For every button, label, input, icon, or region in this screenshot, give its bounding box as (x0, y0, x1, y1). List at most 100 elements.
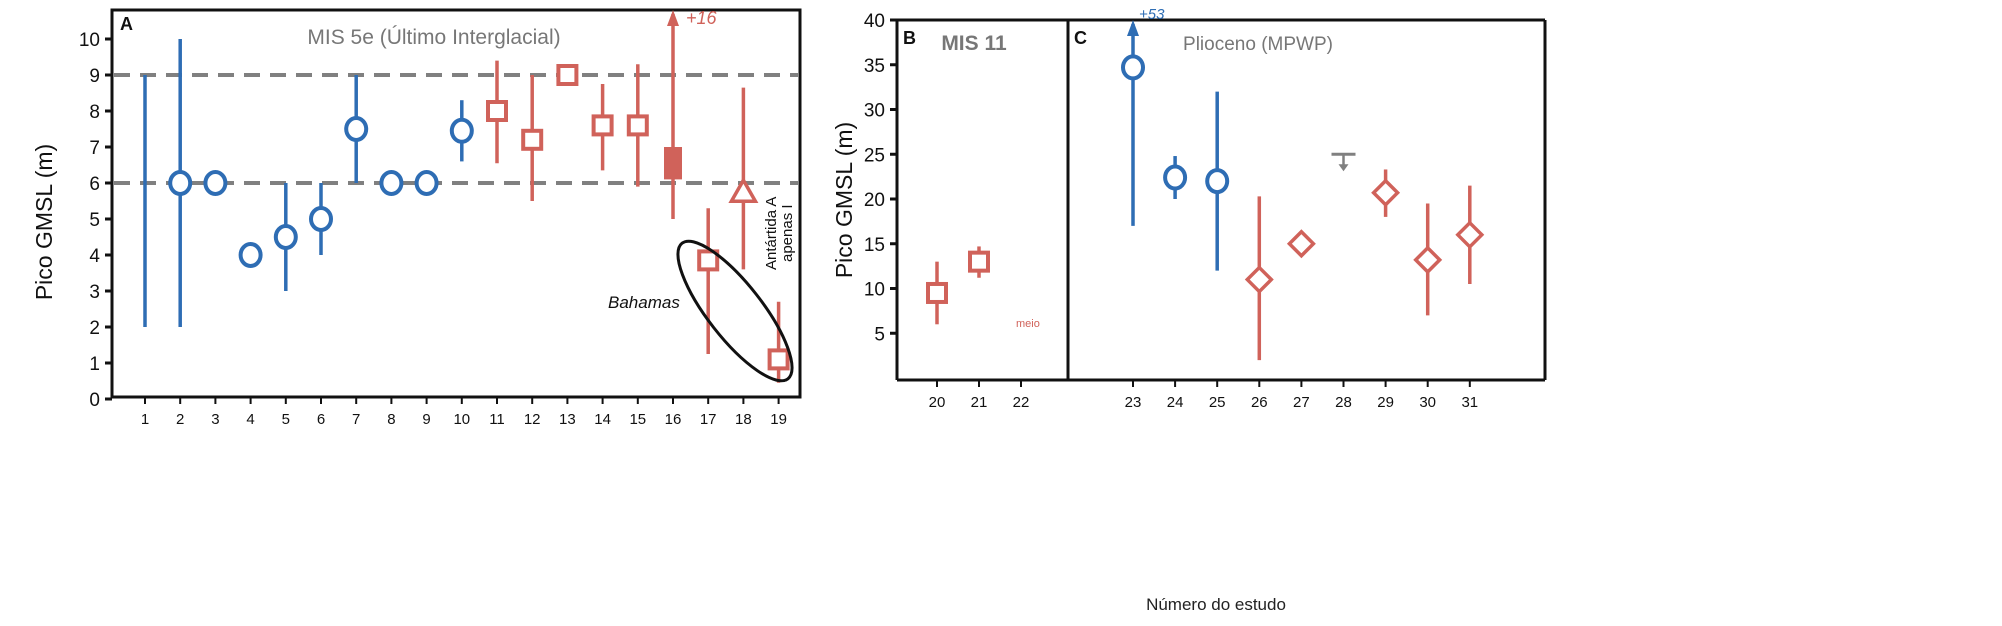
panel-a-circle-marker (273, 224, 298, 250)
panel-a-title: MIS 5e (Último Interglacial) (307, 26, 560, 49)
panel-bc-xtick-label: 25 (1209, 394, 1226, 411)
panel-a-xtick-label: 18 (735, 411, 752, 428)
panel-c-diamond-marker (1413, 245, 1443, 275)
panel-a-circle-marker (203, 170, 228, 196)
panel-a-label: A (120, 14, 133, 34)
panel-a-xtick-label: 16 (665, 411, 682, 428)
panel-a-xtick-label: 11 (489, 411, 505, 428)
panel-a-xtick-label: 2 (176, 411, 184, 428)
panel-a-xtick-label: 7 (352, 411, 360, 428)
panel-c-xlabel: Número do estudo (1146, 595, 1286, 614)
arrow-label-16: +16 (686, 8, 718, 28)
panel-bc-xtick-label: 31 (1461, 394, 1478, 411)
panel-bc-xtick-label: 21 (971, 394, 988, 411)
panel-a-circle-marker (168, 170, 193, 196)
panel-c-arrow-up-marker (1127, 20, 1139, 36)
panel-c-diamond-marker (1244, 265, 1274, 295)
panel-a-arrow-up-marker (667, 10, 679, 26)
panel-a-square-marker (591, 114, 614, 137)
panel-a-ytick-label: 9 (89, 66, 100, 87)
panel-a-ytick-label: 5 (89, 210, 100, 231)
panel-a-square-marker (521, 128, 544, 151)
panel-a-xtick-label: 15 (629, 411, 646, 428)
panel-a-square-marker (697, 249, 720, 272)
panel-b-ylabel: Pico GMSL (m) (831, 122, 857, 278)
antarctic-label-line1: Antártida A (763, 197, 780, 270)
panel-b-title: MIS 11 (941, 32, 1007, 55)
panel-b-square-marker (926, 281, 948, 304)
panel-a-ylabel: Pico GMSL (m) (31, 144, 57, 300)
panel-a-xtick-label: 13 (559, 411, 576, 428)
panel-bc-ytick-label: 25 (864, 145, 885, 166)
panel-bc-xtick-label: 24 (1167, 394, 1184, 411)
panel-a-xtick-label: 17 (700, 411, 717, 428)
panel-c-circle-marker (1205, 168, 1230, 195)
panel-a-xtick-label: 6 (317, 411, 325, 428)
panel-bc-xtick-label: 29 (1377, 394, 1394, 411)
panel-a-ytick-label: 1 (89, 354, 100, 375)
panel-bc-ytick-label: 10 (864, 280, 885, 301)
panel-c-circle-marker (1121, 54, 1145, 81)
panel-bc-xtick-label: 20 (929, 394, 946, 411)
panel-bc-ytick-label: 30 (864, 101, 885, 122)
panel-bc-ytick-label: 40 (864, 11, 885, 32)
panel-bc-xtick-label: 26 (1251, 394, 1268, 411)
panel-bc-ytick-label: 35 (864, 56, 885, 77)
panel-a-ytick-label: 3 (89, 282, 100, 303)
panel-a-triangle-marker (728, 176, 759, 203)
panel-a-circle-marker (449, 117, 474, 144)
panel-a-ytick-label: 7 (89, 138, 100, 159)
panel-a-circle-marker (344, 116, 369, 142)
panel-c-diamond-marker (1455, 220, 1485, 250)
panel-bc-xtick-label: 28 (1335, 394, 1352, 411)
panel-c-diamond-marker (1371, 178, 1401, 208)
bahamas-label: Bahamas (608, 293, 680, 312)
panel-a-xtick-label: 9 (422, 411, 430, 428)
panel-b-label: B (903, 28, 916, 48)
panel-a-circle-marker (414, 170, 439, 196)
panel-a-xtick-label: 8 (387, 411, 395, 428)
panel-a-ytick-label: 8 (89, 102, 100, 123)
panel-a-circle-marker (238, 242, 263, 268)
arrow-label-53: +53 (1139, 6, 1165, 23)
panel-bc-ytick-label: 15 (864, 235, 885, 256)
bahamas-ellipse (676, 239, 794, 383)
panel-bc-xtick-label: 30 (1419, 394, 1436, 411)
panel-c-title: Plioceno (MPWP) (1183, 34, 1333, 55)
panel-a-xtick-label: 10 (453, 411, 470, 428)
panel-a-square-marker (486, 100, 508, 122)
panel-a-circle-marker (309, 206, 333, 232)
panel-bc-xtick-label: 27 (1293, 394, 1310, 411)
meio-note: meio (1016, 318, 1040, 330)
panel-a-square-marker (626, 114, 649, 137)
panel-a-ytick-label: 2 (89, 318, 100, 339)
panel-a-xtick-label: 4 (246, 411, 254, 428)
panel-a-square-marker (556, 64, 579, 86)
panel-a-xtick-label: 12 (524, 411, 541, 428)
panel-a-ytick-label: 10 (79, 30, 100, 51)
panel-c-label: C (1074, 28, 1087, 48)
panel-a-ytick-label: 6 (89, 174, 100, 195)
panel-a-xtick-label: 3 (211, 411, 219, 428)
panel-bc-ytick-label: 5 (874, 324, 885, 345)
panel-a-xtick-label: 14 (594, 411, 611, 428)
panel-c-circle-marker (1163, 164, 1188, 191)
panel-c-diamond-marker (1286, 229, 1316, 259)
panel-bc-ytick-label: 20 (864, 190, 885, 211)
panel-a-square-marker (767, 348, 790, 371)
panel-bc-xtick-label: 23 (1125, 394, 1142, 411)
panel-a-xtick-label: 5 (282, 411, 290, 428)
panel-a-ytick-label: 4 (89, 246, 100, 267)
antarctic-label-line2: apenas I (779, 204, 796, 262)
panel-a-circle-marker (379, 170, 404, 196)
panel-a-frame (110, 8, 802, 399)
panel-a-xtick-label: 1 (141, 411, 149, 428)
panel-a-xtick-label: 19 (770, 411, 787, 428)
panel-bc-xtick-label: 22 (1013, 394, 1030, 411)
panel-a-filled-box-marker (664, 147, 682, 180)
panel-a-ytick-label: 0 (89, 390, 100, 411)
panel-bc-plot: 5 10 15 20 25 30 35 40 20 21 22 23 24 25 26 27 28 29 30 31 (864, 11, 1485, 411)
panel-c-upper-limit-arrow (1338, 164, 1349, 172)
